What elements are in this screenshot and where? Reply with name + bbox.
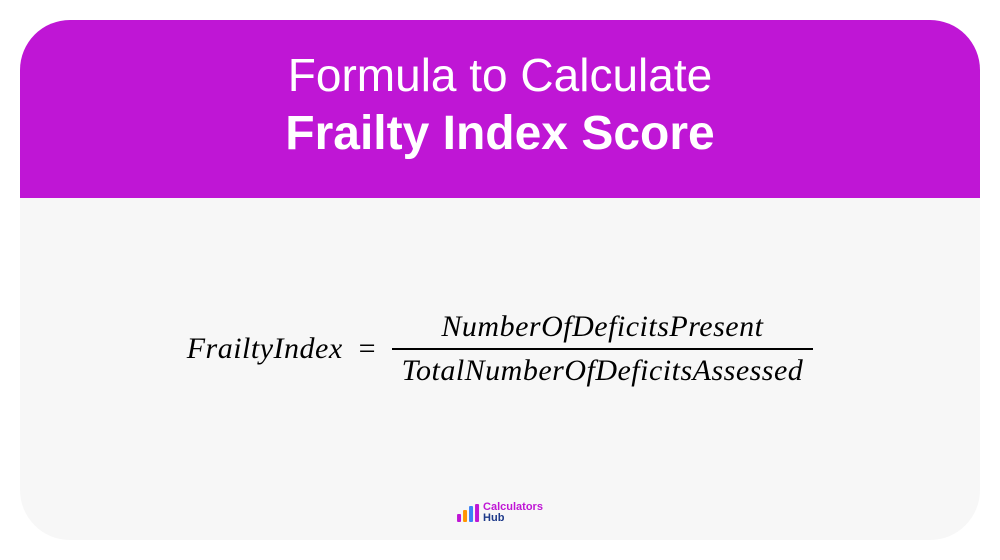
title-line-1: Formula to Calculate — [40, 48, 960, 103]
denominator: TotalNumberOfDeficitsAssessed — [392, 348, 814, 388]
formula-lhs: FrailtyIndex — [187, 332, 343, 366]
logo-text: Calculators Hub — [483, 502, 543, 524]
equals-sign: = — [359, 332, 376, 366]
formula: FrailtyIndex = NumberOfDeficitsPresent T… — [187, 310, 814, 388]
bar-icon-1 — [457, 514, 461, 522]
brand-logo: Calculators Hub — [457, 502, 543, 524]
logo-text-2: Hub — [483, 513, 543, 524]
formula-card: Formula to Calculate Frailty Index Score… — [20, 20, 980, 540]
bars-icon — [457, 504, 479, 522]
numerator: NumberOfDeficitsPresent — [431, 310, 773, 348]
bar-icon-2 — [463, 510, 467, 522]
title-line-2: Frailty Index Score — [40, 103, 960, 165]
formula-area: FrailtyIndex = NumberOfDeficitsPresent T… — [20, 198, 980, 540]
bar-icon-4 — [475, 504, 479, 522]
fraction: NumberOfDeficitsPresent TotalNumberOfDef… — [392, 310, 814, 388]
bar-icon-3 — [469, 506, 473, 522]
card-header: Formula to Calculate Frailty Index Score — [20, 20, 980, 198]
